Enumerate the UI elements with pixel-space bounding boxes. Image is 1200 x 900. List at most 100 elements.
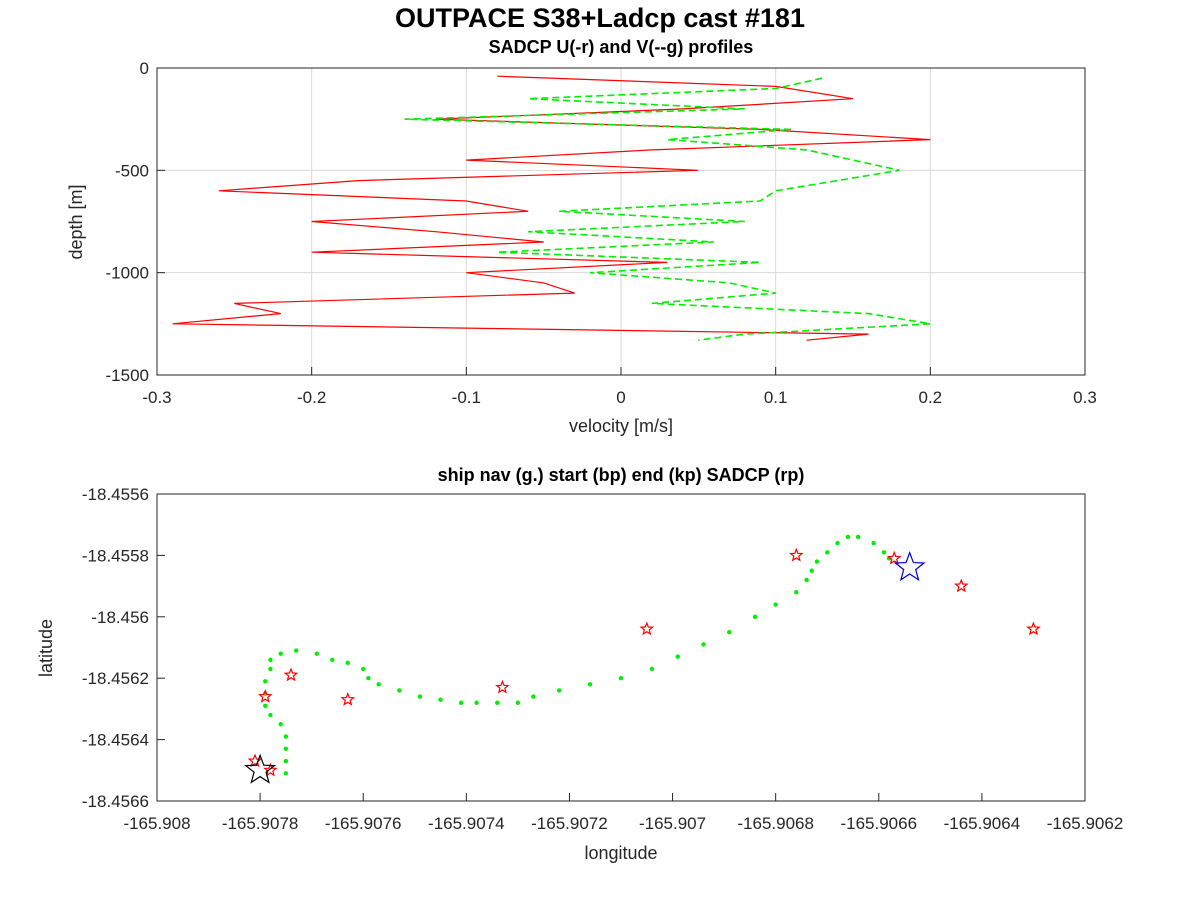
ship-track-chart: ship nav (g.) start (bp) end (kp) SADCP … (36, 465, 1123, 863)
track-ticks: -165.908 -165.9078 -165.9076 -165.9074 -165.… (82, 485, 1123, 833)
sadcp-point-star (886, 550, 902, 565)
sadcp-point-star (954, 578, 969, 593)
profile-series (172, 75, 931, 341)
track-xtick-label: -165.9078 (222, 814, 299, 833)
ship-nav-point (263, 703, 268, 709)
track-chart-title: ship nav (g.) start (bp) end (kp) SADCP … (438, 465, 805, 485)
ship-nav-point (268, 657, 273, 662)
ship-nav-point (397, 688, 402, 693)
profile-xtick-label: -0.1 (452, 388, 481, 407)
track-xtick-label: -165.9066 (840, 814, 917, 833)
sadcp-point-star (789, 547, 804, 562)
track-axes-box (156, 493, 1086, 802)
ship-nav-point (263, 679, 268, 684)
ship-nav-point (283, 758, 289, 764)
ship-nav-point (268, 666, 273, 672)
track-xtick-label: -165.9064 (944, 814, 1021, 833)
ship-nav-point (804, 577, 809, 583)
profile-ytick-label: -1500 (106, 366, 149, 385)
v-profile-line (404, 77, 931, 341)
ship-nav-point (855, 534, 861, 540)
ship-nav-point (618, 676, 624, 681)
track-xtick-label: -165.9068 (737, 814, 814, 833)
profile-ytick-label: 0 (140, 59, 149, 78)
ship-nav-point (268, 712, 273, 718)
ship-nav-point (881, 550, 887, 555)
profile-ytick-label: -1000 (106, 264, 149, 283)
profile-ticks: -0.3 -0.2 -0.1 0 0.1 0.2 0.3 -1500 -1000 -500 0 (106, 59, 1097, 407)
profile-xtick-label: 0.1 (764, 388, 788, 407)
profile-xtick-label: -0.3 (142, 388, 171, 407)
ship-nav-point (417, 694, 423, 699)
ship-nav-point (283, 771, 289, 776)
ship-nav-point (314, 651, 320, 656)
ship-nav-point (438, 697, 443, 702)
track-series (244, 534, 1041, 784)
track-ylabel: latitude (36, 619, 56, 677)
track-xlabel: longitude (584, 843, 657, 863)
track-ytick-label: -18.4558 (82, 546, 149, 565)
track-xtick-label: -165.9074 (428, 814, 505, 833)
track-xtick-label: -165.9076 (325, 814, 402, 833)
ship-nav-point (278, 722, 283, 727)
ship-nav-point (727, 629, 732, 635)
profile-ylabel: depth [m] (66, 184, 86, 259)
ship-nav-point (814, 559, 820, 564)
ship-nav-point (871, 540, 876, 546)
ship-nav-point (283, 734, 289, 739)
ship-nav-point (278, 651, 283, 656)
track-ytick-label: -18.456 (91, 608, 149, 627)
end-marker-star (244, 753, 277, 784)
profile-grid (156, 67, 1086, 376)
track-xtick-label: -165.908 (123, 814, 190, 833)
ship-nav-point (794, 590, 799, 595)
ship-nav-point (531, 694, 536, 699)
ship-nav-point (773, 602, 778, 607)
sadcp-point-star (340, 692, 356, 706)
ship-nav-point (587, 682, 593, 687)
figure-title: OUTPACE S38+Ladcp cast #181 (395, 3, 805, 33)
track-ytick-label: -18.4566 (82, 792, 149, 811)
u-profile-line (172, 75, 931, 341)
ship-nav-point (556, 688, 562, 693)
ship-nav-point (361, 666, 366, 672)
track-ytick-label: -18.4556 (82, 485, 149, 504)
ship-nav-point (283, 746, 289, 752)
ship-nav-point (458, 700, 464, 705)
sadcp-point-star (258, 688, 273, 703)
ship-nav-point (294, 648, 299, 653)
ship-nav-point (835, 540, 840, 546)
profile-xlabel: velocity [m/s] (569, 416, 673, 436)
ship-nav-point (495, 700, 500, 705)
sadcp-point-star (1026, 621, 1041, 636)
profile-xtick-label: 0.3 (1073, 388, 1097, 407)
ship-nav-point (675, 654, 680, 659)
ship-nav-point (825, 550, 830, 555)
ship-nav-point (845, 534, 851, 540)
ship-nav-point (649, 666, 655, 672)
track-xtick-label: -165.9072 (531, 814, 608, 833)
profile-xtick-label: 0 (616, 388, 625, 407)
profile-xtick-label: 0.2 (919, 388, 943, 407)
sadcp-point-star (495, 679, 510, 694)
ship-nav-point (330, 657, 335, 662)
ship-nav-point (366, 676, 371, 681)
ship-nav-point (515, 700, 521, 705)
sadcp-point-star (283, 667, 299, 682)
ship-nav-point (474, 700, 479, 705)
profile-xtick-label: -0.2 (297, 388, 326, 407)
velocity-profile-chart: SADCP U(-r) and V(--g) profiles -0.3 -0.2… (66, 37, 1097, 436)
profile-ytick-label: -500 (115, 161, 149, 180)
track-ytick-label: -18.4562 (82, 669, 149, 688)
sadcp-point-star (639, 621, 655, 636)
ship-nav-point (752, 614, 758, 619)
ship-nav-point (376, 682, 381, 687)
sadcp-point-star (263, 762, 278, 777)
ship-nav-point (345, 660, 350, 666)
start-marker-star (893, 550, 926, 582)
ship-nav-point (809, 568, 814, 573)
track-ytick-label: -18.4564 (82, 731, 149, 750)
track-xtick-label: -165.907 (639, 814, 706, 833)
track-xtick-label: -165.9062 (1047, 814, 1124, 833)
profile-chart-title: SADCP U(-r) and V(--g) profiles (489, 37, 754, 57)
